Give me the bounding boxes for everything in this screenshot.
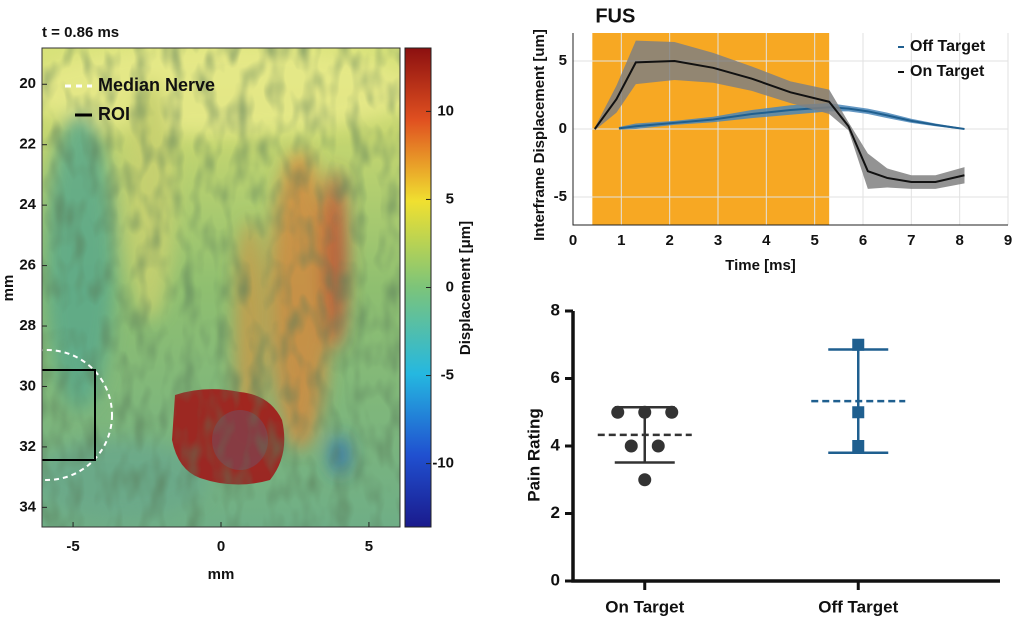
data-point [665,405,679,419]
x-tick-label: 2 [665,232,673,249]
data-point [611,405,625,419]
colorbar-tick-label: 5 [446,190,454,207]
legend-label: On Target [910,63,985,80]
x-tick-label: 5 [365,538,373,555]
x-tick-label: 1 [617,232,625,249]
displacement-map [42,48,400,527]
span-label: FUS [595,5,635,27]
y-tick-label: -5 [554,188,567,205]
colorbar-tick-label: 0 [446,278,454,295]
colorbar-label: Displacement [μm] [457,221,474,355]
y-tick-label: 6 [551,368,560,387]
x-axis-label: mm [208,566,235,583]
legend-label: Off Target [910,38,986,55]
y-tick-label: 8 [551,300,560,319]
data-point [638,405,652,419]
y-tick-label: 24 [19,196,36,213]
y-tick-label: 2 [551,503,560,522]
legend-label: Median Nerve [98,75,215,95]
x-axis-label: Time [ms] [725,257,796,274]
data-point [624,439,638,453]
y-tick-label: 32 [19,438,36,455]
x-tick-label: On Target [605,597,684,616]
colorbar-tick-label: -10 [432,455,454,472]
y-tick-label: 4 [551,435,561,454]
colorbar-tick-label: 10 [437,102,454,119]
x-tick-label: 3 [714,232,722,249]
x-tick-label: 4 [762,232,771,249]
axes [571,311,1000,583]
data-point [852,338,865,351]
y-tick-label: 28 [19,317,36,334]
x-tick-label: 6 [859,232,867,249]
x-tick-label: -5 [66,538,79,555]
y-tick-label: 20 [19,75,36,92]
data-point [852,440,865,452]
x-tick-label: 9 [1004,232,1012,249]
x-tick-label: 8 [955,232,963,249]
y-tick-label: 0 [559,120,567,137]
y-axis-label: Interframe Displacement [um] [531,29,548,241]
y-tick-label: 5 [559,52,567,69]
x-tick-label: Off Target [818,597,898,616]
y-tick-label: 22 [19,136,36,153]
axes [572,33,1008,226]
data-point [651,439,665,453]
error-band [594,40,965,189]
legend-label: ROI [98,104,130,124]
y-tick-label: 26 [19,257,36,274]
y-axis-label: Pain Rating [524,408,543,502]
data-point [638,473,652,487]
series-line [593,60,965,184]
y-axis-label: mm [0,275,17,302]
y-tick-label: 0 [551,570,560,589]
x-tick-label: 7 [907,232,915,249]
x-tick-label: 0 [569,232,577,249]
y-tick-label: 30 [19,377,36,394]
colorbar-tick-label: -5 [441,367,454,384]
x-tick-label: 0 [217,538,225,555]
y-tick-label: 34 [19,498,36,515]
panel-title: t = 0.86 ms [42,24,119,41]
x-tick-label: 5 [810,232,818,249]
data-point [852,406,865,419]
